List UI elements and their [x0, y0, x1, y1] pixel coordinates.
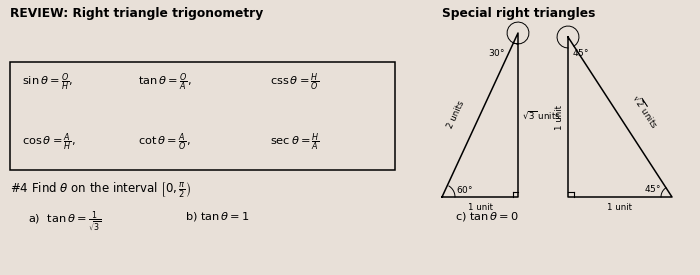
Text: 1 unit: 1 unit [555, 104, 564, 130]
Text: 1 unit: 1 unit [468, 203, 493, 212]
Text: $\sec \theta = \frac{H}{A}$: $\sec \theta = \frac{H}{A}$ [270, 131, 320, 153]
Text: $60°$: $60°$ [456, 184, 473, 195]
Text: 1 unit: 1 unit [608, 203, 633, 212]
Text: c) $\tan \theta = 0$: c) $\tan \theta = 0$ [455, 210, 519, 223]
Text: $45°$: $45°$ [644, 183, 661, 194]
Text: $\sin \theta = \frac{O}{H},$: $\sin \theta = \frac{O}{H},$ [22, 71, 74, 93]
Bar [10, 62, 395, 170]
Text: 2 units: 2 units [445, 100, 466, 130]
Text: $45°$: $45°$ [572, 47, 589, 58]
Text: $\cot \theta = \frac{A}{O},$: $\cot \theta = \frac{A}{O},$ [138, 131, 190, 153]
Text: b) $\tan \theta = 1$: b) $\tan \theta = 1$ [185, 210, 250, 223]
Text: Special right triangles: Special right triangles [442, 7, 596, 20]
Text: $\sqrt{2}$ units: $\sqrt{2}$ units [630, 92, 661, 130]
Text: $\tan \theta = \frac{O}{A},$: $\tan \theta = \frac{O}{A},$ [138, 71, 192, 93]
Text: #4 Find $\theta$ on the interval $\left[0, \frac{\pi}{2}\right)$: #4 Find $\theta$ on the interval $\left[… [10, 180, 191, 199]
Text: $\mathrm{css}\, \theta = \frac{H}{O}$: $\mathrm{css}\, \theta = \frac{H}{O}$ [270, 71, 319, 93]
Text: a)  $\tan \theta = \frac{1}{\sqrt{3}}$: a) $\tan \theta = \frac{1}{\sqrt{3}}$ [28, 210, 101, 235]
Text: $\cos \theta = \frac{A}{H},$: $\cos \theta = \frac{A}{H},$ [22, 131, 76, 153]
Text: $30°$: $30°$ [488, 47, 505, 58]
Text: REVIEW: Right triangle trigonometry: REVIEW: Right triangle trigonometry [10, 7, 263, 20]
Text: $\sqrt{3}$ units: $\sqrt{3}$ units [522, 109, 561, 121]
